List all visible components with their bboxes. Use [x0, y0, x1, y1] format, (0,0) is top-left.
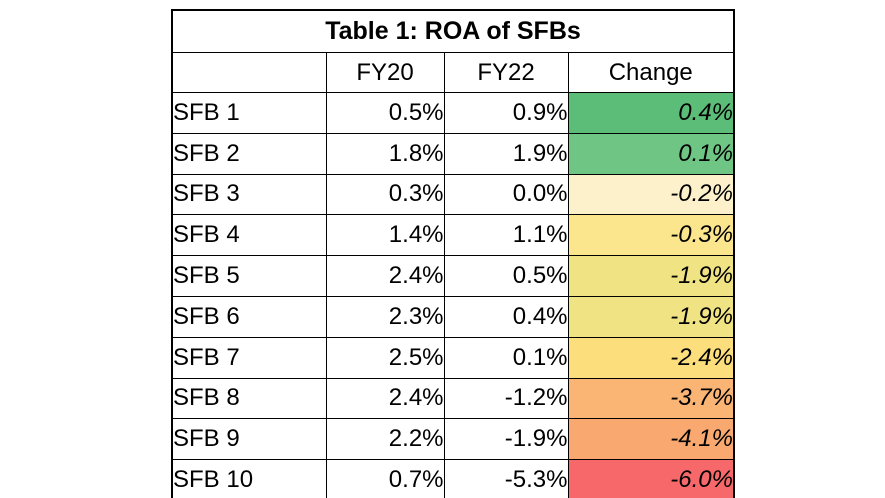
fy22-value: 1.1% — [443, 214, 569, 257]
row-label: SFB 2 — [171, 132, 327, 175]
change-value: -4.1% — [567, 418, 735, 461]
change-value: -6.0% — [567, 459, 735, 498]
fy20-value: 2.4% — [325, 255, 445, 297]
fy20-value: 0.7% — [325, 459, 445, 498]
change-value: 0.4% — [567, 92, 735, 134]
fy22-value: -1.2% — [443, 377, 569, 420]
row-label: SFB 1 — [171, 92, 327, 134]
table-row: SFB 3 0.3% 0.0% -0.2% — [171, 173, 735, 216]
fy20-value: 0.5% — [325, 92, 445, 134]
table-row: SFB 7 2.5% 0.1% -2.4% — [171, 336, 735, 379]
change-value: -1.9% — [567, 295, 735, 338]
roa-table: Table 1: ROA of SFBs FY20 FY22 Change SF… — [171, 9, 735, 498]
table-row: SFB 4 1.4% 1.1% -0.3% — [171, 214, 735, 257]
table-title: Table 1: ROA of SFBs — [171, 9, 735, 53]
row-label: SFB 4 — [171, 214, 327, 257]
fy22-value: 0.5% — [443, 255, 569, 297]
table-title-row: Table 1: ROA of SFBs — [171, 9, 735, 53]
change-value: -1.9% — [567, 255, 735, 297]
header-blank — [171, 52, 327, 93]
table-header-row: FY20 FY22 Change — [171, 52, 735, 93]
change-value: -0.2% — [567, 173, 735, 216]
table-row: SFB 9 2.2% -1.9% -4.1% — [171, 418, 735, 461]
fy22-value: -1.9% — [443, 418, 569, 461]
header-fy22: FY22 — [443, 52, 569, 93]
fy20-value: 2.4% — [325, 377, 445, 420]
row-label: SFB 8 — [171, 377, 327, 420]
fy20-value: 2.3% — [325, 295, 445, 338]
fy22-value: -5.3% — [443, 459, 569, 498]
fy20-value: 2.5% — [325, 336, 445, 379]
row-label: SFB 7 — [171, 336, 327, 379]
change-value: 0.1% — [567, 132, 735, 175]
row-label: SFB 6 — [171, 295, 327, 338]
fy22-value: 0.9% — [443, 92, 569, 134]
header-change: Change — [567, 52, 735, 93]
change-value: -3.7% — [567, 377, 735, 420]
row-label: SFB 5 — [171, 255, 327, 297]
fy22-value: 0.4% — [443, 295, 569, 338]
fy20-value: 1.4% — [325, 214, 445, 257]
row-label: SFB 9 — [171, 418, 327, 461]
row-label: SFB 10 — [171, 459, 327, 498]
fy22-value: 1.9% — [443, 132, 569, 175]
fy20-value: 1.8% — [325, 132, 445, 175]
fy22-value: 0.1% — [443, 336, 569, 379]
fy20-value: 2.2% — [325, 418, 445, 461]
table-row: SFB 10 0.7% -5.3% -6.0% — [171, 459, 735, 498]
table-row: SFB 1 0.5% 0.9% 0.4% — [171, 92, 735, 134]
row-label: SFB 3 — [171, 173, 327, 216]
table-row: SFB 6 2.3% 0.4% -1.9% — [171, 295, 735, 338]
change-value: -2.4% — [567, 336, 735, 379]
change-value: -0.3% — [567, 214, 735, 257]
fy20-value: 0.3% — [325, 173, 445, 216]
fy22-value: 0.0% — [443, 173, 569, 216]
table-row: SFB 8 2.4% -1.2% -3.7% — [171, 377, 735, 420]
header-fy20: FY20 — [325, 52, 445, 93]
table-row: SFB 5 2.4% 0.5% -1.9% — [171, 255, 735, 297]
table-row: SFB 2 1.8% 1.9% 0.1% — [171, 132, 735, 175]
